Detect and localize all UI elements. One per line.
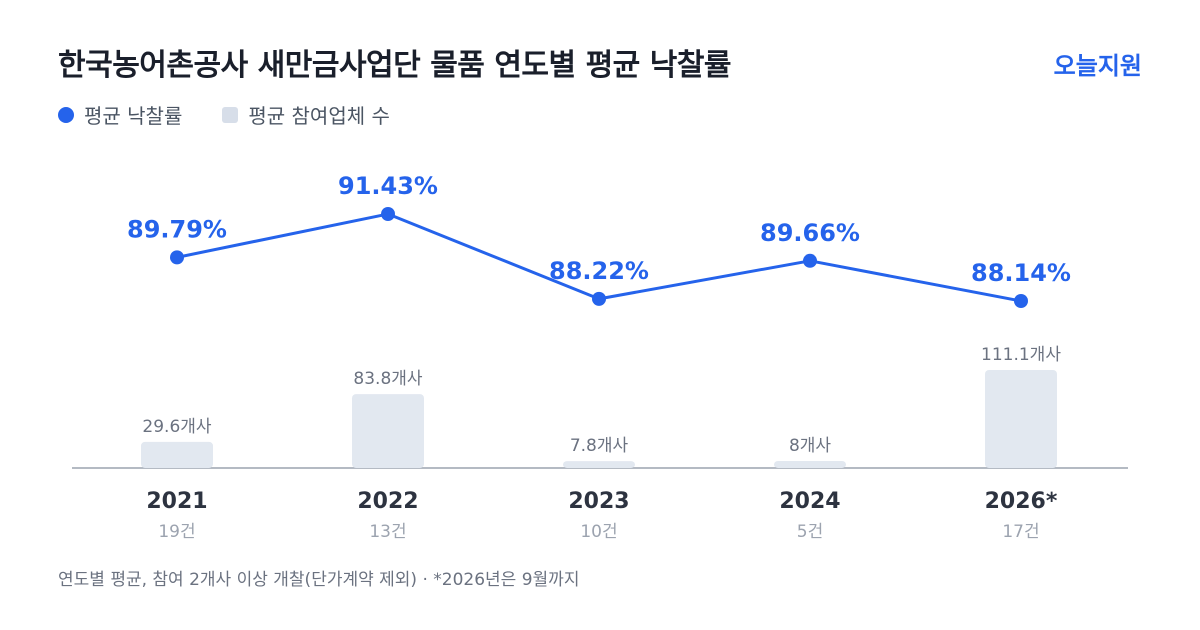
bar [352, 394, 424, 468]
rate-point [381, 207, 395, 221]
bar-data-label: 29.6개사 [142, 417, 211, 437]
bar-data-label: 111.1개사 [981, 345, 1061, 365]
bar-data-label: 7.8개사 [570, 436, 629, 456]
rate-data-label: 89.79% [127, 215, 227, 243]
rate-point [1014, 294, 1028, 308]
rate-point [592, 291, 606, 306]
x-count-label: 5건 [797, 522, 823, 542]
legend-item-participants: 평균 참여업체 수 [222, 100, 390, 129]
x-count-label: 17건 [1002, 522, 1039, 542]
rate-data-label: 88.14% [971, 259, 1071, 287]
legend-label-rate: 평균 낙찰률 [84, 104, 183, 128]
bar-data-label: 83.8개사 [353, 369, 422, 389]
bar [985, 370, 1057, 468]
bar-data-label: 8개사 [789, 436, 831, 456]
legend-item-rate: 평균 낙찰률 [58, 100, 182, 129]
x-tick-label: 2021 [146, 489, 207, 514]
brand-logo[interactable]: 오늘지원 [1053, 52, 1142, 80]
x-tick-label: 2022 [357, 489, 418, 514]
legend-dot-icon [58, 106, 74, 123]
rate-point [170, 250, 184, 265]
legend-label-participants: 평균 참여업체 수 [248, 104, 390, 128]
rate-point [803, 253, 817, 268]
bar [774, 460, 846, 468]
footnote: 연도별 평균, 참여 2개사 이상 개찰(단가계약 제외) · *2026년은 … [58, 570, 580, 590]
x-count-label: 13건 [369, 522, 406, 542]
x-tick-label: 2024 [779, 489, 840, 514]
rate-data-label: 89.66% [760, 219, 860, 247]
legend-square-icon [222, 106, 239, 123]
rate-data-label: 88.22% [549, 257, 649, 285]
x-tick-label: 2026* [985, 489, 1058, 514]
bar [141, 441, 213, 468]
x-count-label: 19건 [158, 522, 195, 542]
x-count-label: 10건 [580, 522, 617, 542]
x-tick-label: 2023 [568, 489, 629, 514]
legend: 평균 낙찰률 평균 참여업체 수 [58, 100, 390, 129]
rate-data-label: 91.43% [338, 172, 438, 200]
chart-title: 한국농어촌공사 새만금사업단 물품 연도별 평균 낙찰률 [58, 48, 732, 83]
bar [563, 461, 635, 468]
